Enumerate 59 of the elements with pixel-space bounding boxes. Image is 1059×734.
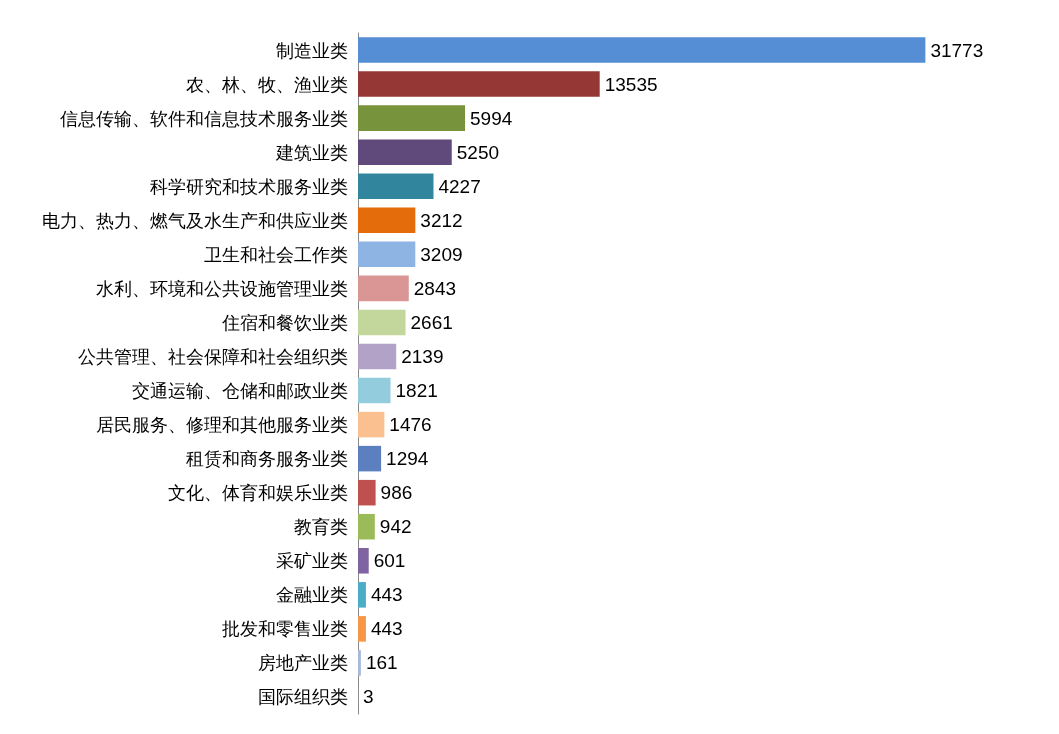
data-label: 3212 xyxy=(420,209,463,231)
y-tick-label: 居民服务、修理和其他服务业类 xyxy=(96,414,348,436)
data-label: 1476 xyxy=(389,414,432,436)
y-tick-label: 信息传输、软件和信息技术服务业类 xyxy=(60,107,348,129)
data-label: 443 xyxy=(370,584,403,606)
bar xyxy=(358,139,452,165)
data-label: 942 xyxy=(379,516,412,538)
bar xyxy=(358,343,397,370)
data-label: 3 xyxy=(363,686,374,708)
bar xyxy=(358,105,466,131)
data-label: 443 xyxy=(370,618,403,640)
y-tick-label: 租赁和商务服务业类 xyxy=(186,448,348,470)
y-tick-label: 文化、体育和娱乐业类 xyxy=(168,482,348,504)
bar xyxy=(358,548,369,574)
y-tick-label: 电力、热力、燃气及水生产和供应业类 xyxy=(42,209,348,231)
y-tick-label: 金融业类 xyxy=(276,584,348,606)
y-tick-label: 住宿和餐饮业类 xyxy=(221,311,348,333)
y-tick-label: 农、林、牧、渔业类 xyxy=(186,73,348,95)
data-label: 161 xyxy=(365,652,398,674)
y-tick-label: 科学研究和技术服务业类 xyxy=(150,175,348,197)
data-label: 4227 xyxy=(438,175,481,197)
bar xyxy=(358,377,391,404)
bar xyxy=(358,275,409,302)
y-tick-label: 卫生和社会工作类 xyxy=(204,243,348,265)
bar xyxy=(358,309,406,336)
bar xyxy=(358,616,366,642)
data-label: 1821 xyxy=(395,380,438,402)
y-tick-label: 房地产业类 xyxy=(258,652,348,674)
data-label: 5250 xyxy=(456,141,500,163)
bar xyxy=(358,37,926,63)
bar xyxy=(358,411,385,438)
bar xyxy=(358,582,366,608)
y-tick-label: 制造业类 xyxy=(276,39,348,61)
bar xyxy=(358,513,375,540)
bar xyxy=(358,650,361,676)
y-tick-label: 公共管理、社会保障和社会组织类 xyxy=(78,345,348,367)
data-label: 5994 xyxy=(470,107,513,129)
data-label: 986 xyxy=(380,482,413,504)
data-label: 1294 xyxy=(386,448,429,470)
data-label: 601 xyxy=(373,550,406,572)
y-tick-label: 国际组织类 xyxy=(258,686,348,708)
y-tick-label: 建筑业类 xyxy=(275,141,348,163)
y-tick-label: 采矿业类 xyxy=(276,550,348,572)
data-label: 2139 xyxy=(401,345,444,367)
data-label: 13535 xyxy=(604,73,658,95)
data-label: 2661 xyxy=(410,311,453,333)
y-tick-label: 教育类 xyxy=(294,516,348,538)
bar xyxy=(358,71,600,97)
bar xyxy=(358,173,434,199)
bar xyxy=(358,479,376,506)
bar xyxy=(358,241,416,268)
data-label: 31773 xyxy=(930,39,984,61)
bar xyxy=(358,445,382,472)
y-tick-label: 水利、环境和公共设施管理业类 xyxy=(96,277,348,299)
y-tick-label: 批发和零售业类 xyxy=(222,618,348,640)
data-label: 2843 xyxy=(413,277,457,299)
bar xyxy=(358,207,416,234)
data-label: 3209 xyxy=(420,243,463,265)
y-tick-label: 交通运输、仓储和邮政业类 xyxy=(132,380,348,402)
